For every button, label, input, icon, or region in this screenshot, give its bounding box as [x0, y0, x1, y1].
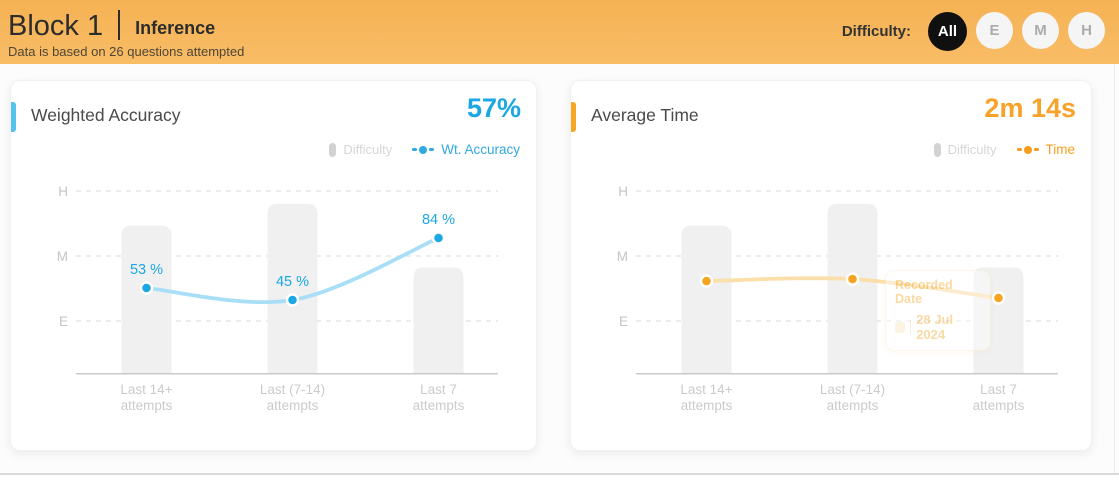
data-point[interactable] [991, 291, 1006, 305]
x-axis-label: attempts [413, 398, 465, 413]
data-point[interactable] [285, 293, 300, 307]
line-legend-icon [412, 145, 435, 154]
section-title: Inference [135, 18, 216, 38]
cards-row: Weighted Accuracy 57% Difficulty Wt. Acc… [10, 80, 1092, 451]
x-axis-label: attempts [827, 398, 879, 413]
title-row: Block 1 Inference [8, 5, 244, 43]
x-axis-label: attempts [121, 398, 173, 413]
tooltip-separator [910, 320, 912, 334]
x-axis-label: Last 7 [420, 382, 457, 397]
legend-item-difficulty[interactable]: Difficulty [933, 142, 997, 157]
legend-item-difficulty[interactable]: Difficulty [329, 142, 392, 157]
card-title: Average Time [591, 105, 699, 125]
time-chart: H M E Last 14+ attempts Last (7-14) attempts La… [584, 176, 1084, 421]
x-axis-label: Last 7 [980, 382, 1017, 397]
difficulty-bar[interactable] [827, 203, 878, 373]
point-value-label: 53 % [130, 262, 163, 278]
y-tick-label: M [617, 249, 628, 264]
card-accent-bar [571, 102, 576, 132]
difficulty-switcher: All E M H [928, 11, 1105, 51]
accuracy-chart: H M E 53 % 45 % 84 % Last 14+ attempts Last (7-1… [24, 176, 524, 421]
difficulty-chip-e[interactable]: E [976, 11, 1013, 49]
x-axis-label: Last (7-14) [260, 382, 325, 397]
bottom-spacer [0, 475, 1119, 486]
data-point[interactable] [431, 231, 446, 245]
bar-legend-icon [329, 142, 337, 157]
tooltip-row: 28 Jul 2024 [895, 312, 981, 342]
tooltip-title: Recorded Date [895, 278, 953, 306]
header-bar: Block 1 Inference Data is based on 26 qu… [0, 0, 1119, 64]
page-title: Block 1 [8, 10, 104, 43]
legend-item-time[interactable]: Time [1016, 142, 1076, 157]
x-axis-label: Last (7-14) [820, 382, 885, 397]
y-tick-label: E [59, 314, 68, 329]
data-point[interactable] [699, 274, 714, 288]
tooltip-date: 28 Jul 2024 [916, 312, 954, 342]
bottom-divider [0, 473, 1119, 475]
title-divider [118, 10, 121, 40]
content-right-border [1114, 64, 1115, 474]
data-point[interactable] [845, 272, 860, 286]
time-value: 2m 14s [984, 93, 1076, 123]
difficulty-label: Difficulty: [841, 22, 911, 40]
y-tick-label: M [57, 249, 68, 264]
difficulty-chip-all[interactable]: All [928, 11, 967, 51]
difficulty-bar[interactable] [681, 225, 732, 373]
legend-label-difficulty: Difficulty [947, 142, 997, 157]
header-right: Difficulty: All E M H [841, 11, 1105, 53]
chart-legend: Difficulty Time [933, 142, 1076, 157]
y-tick-label: H [58, 184, 68, 199]
difficulty-bar[interactable] [413, 267, 464, 373]
average-time-card: Average Time 2m 14s Difficulty Time H M E L… [570, 80, 1092, 451]
bar-legend-icon [933, 142, 941, 157]
line-legend-icon [1016, 145, 1039, 154]
legend-label-difficulty: Difficulty [343, 142, 393, 157]
difficulty-chip-h[interactable]: H [1068, 11, 1105, 49]
point-value-label: 45 % [276, 274, 309, 290]
x-axis-label: attempts [681, 398, 733, 413]
x-axis-label: attempts [973, 398, 1025, 413]
legend-item-accuracy[interactable]: Wt. Accuracy [412, 142, 520, 157]
data-point[interactable] [139, 281, 154, 295]
y-tick-label: E [619, 314, 628, 329]
chart-legend: Difficulty Wt. Accuracy [329, 142, 520, 157]
header-left: Block 1 Inference Data is based on 26 qu… [8, 5, 244, 59]
weighted-accuracy-card: Weighted Accuracy 57% Difficulty Wt. Acc… [10, 80, 537, 451]
chart-tooltip: Recorded Date 28 Jul 2024 [885, 270, 991, 351]
legend-label-accuracy: Wt. Accuracy [441, 142, 520, 157]
difficulty-chip-m[interactable]: M [1022, 11, 1059, 49]
y-tick-label: H [618, 184, 628, 199]
questions-note: Data is based on 26 questions attempted [8, 44, 245, 59]
x-axis-label: attempts [267, 398, 319, 413]
card-title: Weighted Accuracy [31, 105, 181, 125]
legend-label-time: Time [1045, 142, 1076, 157]
x-axis-label: Last 14+ [120, 382, 172, 397]
point-value-label: 84 % [422, 212, 455, 228]
difficulty-bar[interactable] [121, 225, 172, 373]
difficulty-bar[interactable] [267, 203, 318, 373]
tooltip-swatch-icon [895, 321, 906, 333]
accuracy-value: 57% [466, 93, 521, 123]
card-accent-bar [11, 102, 16, 132]
x-axis-label: Last 14+ [680, 382, 732, 397]
